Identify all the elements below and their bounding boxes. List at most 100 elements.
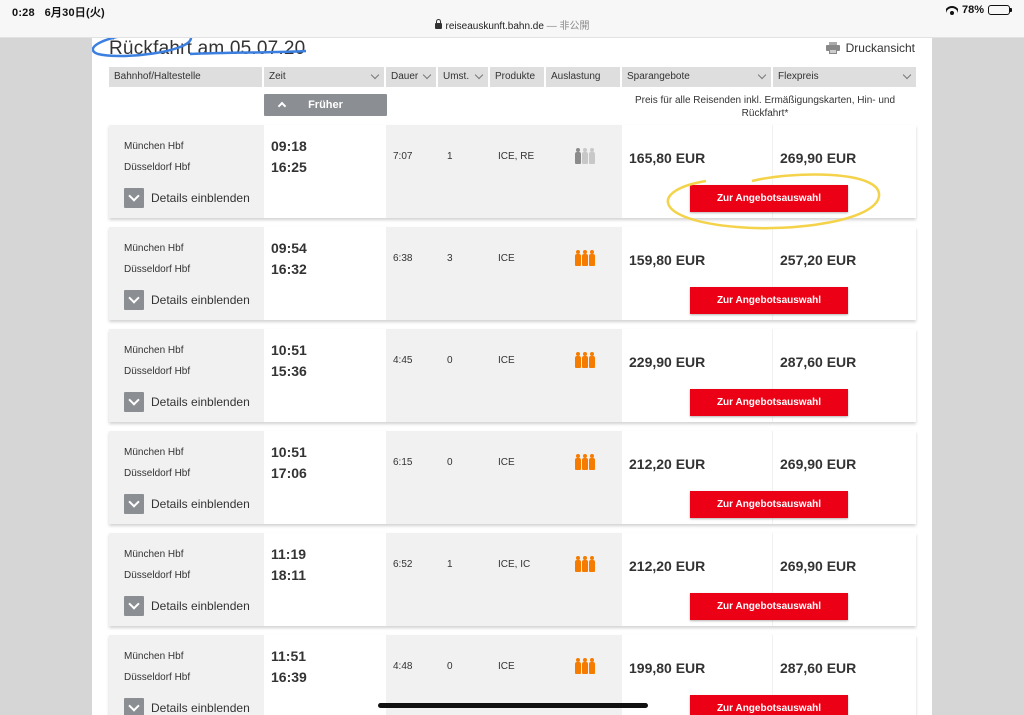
time-cell: 10:51 15:36 [264,329,386,422]
departure-time: 09:18 [271,138,307,154]
duration: 6:38 [393,253,413,264]
col-flex[interactable]: Flexpreis [773,67,916,87]
connection-row[interactable]: München Hbf Düsseldorf Hbf Details einbl… [109,533,916,626]
changes: 1 [447,559,453,570]
flex-price: 287,60 EUR [780,354,857,370]
battery-percent: 78% [961,4,984,16]
from-station: München Hbf [124,447,184,458]
chevron-down-icon [124,698,144,715]
col-time[interactable]: Zeit [264,67,386,87]
offer-selection-button[interactable]: Zur Angebotsauswahl [690,287,848,314]
time-cell: 09:18 16:25 [264,125,386,218]
arrival-time: 16:32 [271,261,307,277]
wifi-icon [946,6,958,15]
details-toggle[interactable]: Details einblenden [124,188,250,208]
person-icon [575,148,581,164]
lock-icon [434,19,442,29]
details-toggle[interactable]: Details einblenden [124,290,250,310]
duration: 6:15 [393,457,413,468]
chevron-down-icon [757,70,767,80]
col-duration[interactable]: Dauer [386,67,438,87]
person-icon [575,658,581,674]
saver-price: 229,90 EUR [629,354,706,370]
person-icon [589,148,595,164]
changes: 3 [447,253,453,264]
chevron-down-icon [902,70,912,80]
occupancy-indicator [575,454,595,470]
chevron-down-icon [124,290,144,310]
details-label: Details einblenden [151,701,250,715]
occupancy-indicator [575,556,595,572]
col-changes[interactable]: Umst. [438,67,490,87]
products: ICE [498,661,515,672]
station-cell: München Hbf Düsseldorf Hbf Details einbl… [109,431,264,524]
arrival-time: 18:11 [271,567,307,583]
flex-price: 269,90 EUR [780,150,857,166]
occupancy-indicator [575,250,595,266]
table-header: Bahnhof/Haltestelle Zeit Dauer Umst. Pro… [109,67,916,87]
connection-row[interactable]: München Hbf Düsseldorf Hbf Details einbl… [109,431,916,524]
person-icon [582,148,588,164]
flex-price: 287,60 EUR [780,660,857,676]
arrival-time: 17:06 [271,465,307,481]
person-icon [589,556,595,572]
connection-row[interactable]: München Hbf Düsseldorf Hbf Details einbl… [109,125,916,218]
ios-status-bar: 0:28 6月30日(火) reiseauskunft.bahn.de — 非公… [0,0,1024,38]
address-bar[interactable]: reiseauskunft.bahn.de — 非公開 [0,17,1024,32]
col-station-label: Bahnhof/Haltestelle [114,71,201,82]
chevron-down-icon [124,596,144,616]
price-note: Preis für alle Reisenden inkl. Ermäßigun… [634,95,896,119]
chevron-down-icon [124,392,144,412]
details-label: Details einblenden [151,293,250,307]
occupancy-indicator [575,352,595,368]
page-title: Rückfahrt am 05.07.20 [109,38,306,59]
col-saver[interactable]: Sparangebote [622,67,773,87]
offer-selection-button[interactable]: Zur Angebotsauswahl [690,593,848,620]
offer-selection-button[interactable]: Zur Angebotsauswahl [690,185,848,212]
offer-selection-button[interactable]: Zur Angebotsauswahl [690,389,848,416]
duration: 4:45 [393,355,413,366]
details-toggle[interactable]: Details einblenden [124,494,250,514]
products: ICE [498,253,515,264]
details-label: Details einblenden [151,599,250,613]
time-cell: 11:19 18:11 [264,533,386,626]
arrival-time: 16:25 [271,159,307,175]
departure-time: 10:51 [271,444,307,460]
earlier-label: Früher [308,99,343,111]
details-toggle[interactable]: Details einblenden [124,698,250,715]
person-icon [575,250,581,266]
changes: 0 [447,457,453,468]
col-duration-label: Dauer [391,71,419,82]
offer-selection-button[interactable]: Zur Angebotsauswahl [690,491,848,518]
person-icon [582,352,588,368]
departure-time: 10:51 [271,342,307,358]
person-icon [589,454,595,470]
to-station: Düsseldorf Hbf [124,468,191,479]
person-icon [575,352,581,368]
url-text: reiseauskunft.bahn.de [445,21,544,32]
earlier-button[interactable]: Früher [264,94,387,116]
saver-price: 212,20 EUR [629,558,706,574]
print-view-link[interactable]: Druckansicht [825,41,915,55]
col-products: Produkte [490,67,546,87]
occupancy-indicator [575,658,595,674]
details-toggle[interactable]: Details einblenden [124,596,250,616]
from-station: München Hbf [124,345,184,356]
changes: 0 [447,355,453,366]
duration: 4:48 [393,661,413,672]
person-icon [589,658,595,674]
person-icon [582,556,588,572]
departure-time: 11:19 [271,546,307,562]
chevron-down-icon [124,188,144,208]
col-products-label: Produkte [495,71,536,82]
connection-row[interactable]: München Hbf Düsseldorf Hbf Details einbl… [109,635,916,715]
station-cell: München Hbf Düsseldorf Hbf Details einbl… [109,533,264,626]
offer-selection-button[interactable]: Zur Angebotsauswahl [690,695,848,715]
departure-time: 09:54 [271,240,307,256]
person-icon [575,556,581,572]
connection-row[interactable]: München Hbf Düsseldorf Hbf Details einbl… [109,227,916,320]
changes: 1 [447,151,453,162]
details-toggle[interactable]: Details einblenden [124,392,250,412]
flex-price: 257,20 EUR [780,252,857,268]
connection-row[interactable]: München Hbf Düsseldorf Hbf Details einbl… [109,329,916,422]
